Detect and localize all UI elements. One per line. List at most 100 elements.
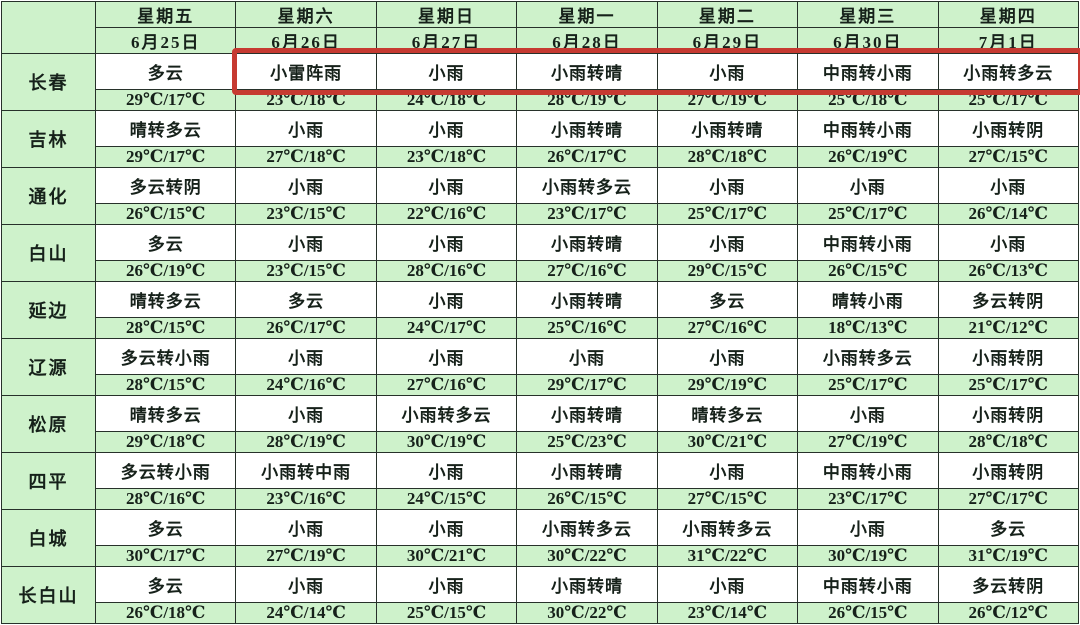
city-weather-row: 长春 多云 小雷阵雨 小雨 小雨转晴 小雨 中雨转小雨 小雨转多云 — [1, 53, 1080, 111]
weather-cell: 小雨 — [375, 110, 518, 147]
city-cell: 通化 — [1, 167, 96, 225]
date-header: 6月29日 — [656, 27, 799, 54]
temp-cell: 23℃/14℃ — [656, 602, 799, 624]
temp-cell: 26℃/17℃ — [516, 146, 658, 168]
weather-cell: 小雨 — [797, 167, 939, 204]
temp-cell: 26℃/19℃ — [94, 260, 237, 282]
city-weather-row: 四平 多云转小雨 小雨转中雨 小雨 小雨转晴 小雨 中雨转小雨 小雨转阴 — [1, 452, 1080, 510]
weather-cell: 小雨转晴 — [516, 224, 658, 261]
temp-cell: 26℃/13℃ — [937, 260, 1080, 282]
city-weather-row: 通化 多云转阴 小雨 小雨 小雨转多云 小雨 小雨 小雨 — [1, 167, 1080, 225]
temp-cell: 23℃/17℃ — [516, 203, 658, 225]
temp-cell: 24℃/14℃ — [235, 602, 377, 624]
city-weather-row: 松原 晴转多云 小雨 小雨转多云 小雨转晴 晴转多云 小雨 小雨转阴 — [1, 395, 1080, 453]
temp-cell: 30℃/22℃ — [516, 602, 658, 624]
temp-cell: 25℃/17℃ — [797, 374, 939, 396]
date-header: 6月26日 — [235, 27, 377, 54]
weather-cell: 小雨 — [235, 167, 377, 204]
weather-cell: 小雨转多云 — [656, 509, 799, 546]
weather-cell: 小雷阵雨 — [235, 53, 377, 90]
temp-cell: 31℃/22℃ — [656, 545, 799, 567]
temp-cell: 21℃/12℃ — [937, 317, 1080, 339]
temp-cell: 27℃/15℃ — [937, 146, 1080, 168]
temp-cell: 26℃/15℃ — [797, 602, 939, 624]
temp-cell: 30℃/21℃ — [375, 545, 518, 567]
date-header: 7月1日 — [937, 27, 1080, 54]
weather-cell: 小雨转晴 — [516, 452, 658, 489]
city-weather-row: 白城 多云 小雨 小雨 小雨转多云 小雨转多云 小雨 多云 — [1, 509, 1080, 567]
temp-cell: 28℃/18℃ — [937, 431, 1080, 453]
weather-cell: 小雨转多云 — [797, 338, 939, 375]
city-weather-row: 长白山 多云 小雨 小雨 小雨转晴 小雨 中雨转小雨 多云转阴 — [1, 566, 1080, 624]
weekday-header: 星期日 — [375, 1, 518, 28]
temp-cell: 25℃/17℃ — [797, 203, 939, 225]
weather-cell: 小雨转晴 — [516, 566, 658, 603]
temp-cell: 28℃/19℃ — [235, 431, 377, 453]
city-temp-row: 26℃/15℃ 23℃/15℃ 22℃/16℃ 23℃/17℃ 25℃/17℃ 25℃/1… — [2, 203, 1080, 225]
city-cell: 长春 — [1, 53, 96, 111]
temp-cell: 25℃/17℃ — [937, 374, 1080, 396]
weather-cell: 中雨转小雨 — [797, 110, 939, 147]
weather-cell: 小雨 — [797, 395, 939, 432]
weather-cell: 多云 — [937, 509, 1080, 546]
city-temp-row: 29℃/17℃ 23℃/18℃ 24℃/18℃ 28℃/19℃ 27℃/19℃ 25℃/1… — [2, 89, 1080, 111]
weather-cell: 多云 — [94, 509, 237, 546]
temp-cell: 23℃/15℃ — [235, 203, 377, 225]
weather-cell: 小雨转阴 — [937, 452, 1080, 489]
temp-cell: 27℃/15℃ — [656, 488, 799, 510]
temp-cell: 25℃/15℃ — [375, 602, 518, 624]
weather-cell: 多云转阴 — [94, 167, 237, 204]
weather-cell: 小雨 — [656, 566, 799, 603]
temp-cell: 25℃/18℃ — [797, 89, 939, 111]
weather-cell: 多云转小雨 — [94, 452, 237, 489]
weather-cell: 小雨 — [235, 338, 377, 375]
temp-cell: 30℃/17℃ — [94, 545, 237, 567]
temp-cell: 26℃/15℃ — [516, 488, 658, 510]
weather-cell: 小雨 — [375, 53, 518, 90]
city-weather-row: 吉林 晴转多云 小雨 小雨 小雨转晴 小雨转晴 中雨转小雨 小雨转阴 — [1, 110, 1080, 168]
weather-cell: 小雨 — [375, 224, 518, 261]
weather-cell: 小雨 — [375, 509, 518, 546]
temp-cell: 30℃/22℃ — [516, 545, 658, 567]
weather-cell: 多云转阴 — [937, 281, 1080, 318]
date-header: 6月25日 — [94, 27, 237, 54]
temp-cell: 25℃/17℃ — [937, 89, 1080, 111]
weekday-header: 星期二 — [656, 1, 799, 28]
city-cell: 白山 — [1, 224, 96, 282]
temp-cell: 27℃/19℃ — [797, 431, 939, 453]
weather-cell: 小雨转阴 — [937, 110, 1080, 147]
weather-cell: 多云 — [94, 566, 237, 603]
weather-cell: 小雨转晴 — [516, 395, 658, 432]
temp-cell: 27℃/19℃ — [235, 545, 377, 567]
weather-cell: 小雨 — [375, 566, 518, 603]
weather-cell: 小雨 — [235, 110, 377, 147]
weather-cell: 小雨转晴 — [516, 110, 658, 147]
temp-cell: 31℃/19℃ — [937, 545, 1080, 567]
weather-cell: 小雨转多云 — [937, 53, 1080, 90]
date-header: 6月28日 — [516, 27, 658, 54]
weather-cell: 多云 — [94, 53, 237, 90]
weather-cell: 小雨 — [937, 224, 1080, 261]
city-temp-row: 26℃/19℃ 23℃/15℃ 28℃/16℃ 27℃/16℃ 29℃/15℃ 26℃/1… — [2, 260, 1080, 282]
weather-cell: 多云转阴 — [937, 566, 1080, 603]
city-temp-row: 29℃/17℃ 27℃/18℃ 23℃/18℃ 26℃/17℃ 28℃/18℃ 26℃/1… — [2, 146, 1080, 168]
city-temp-row: 29℃/18℃ 28℃/19℃ 30℃/19℃ 25℃/23℃ 30℃/21℃ 27℃/1… — [2, 431, 1080, 453]
weather-cell: 小雨转阴 — [937, 395, 1080, 432]
city-cell: 延边 — [1, 281, 96, 339]
weather-cell: 小雨 — [375, 338, 518, 375]
weather-cell: 中雨转小雨 — [797, 566, 939, 603]
weather-cell: 晴转小雨 — [797, 281, 939, 318]
city-temp-row: 28℃/15℃ 26℃/17℃ 24℃/17℃ 25℃/16℃ 27℃/16℃ 18℃/1… — [2, 317, 1080, 339]
weather-cell: 晴转多云 — [94, 395, 237, 432]
weather-cell: 小雨转多云 — [516, 509, 658, 546]
temp-cell: 30℃/19℃ — [797, 545, 939, 567]
temp-cell: 25℃/17℃ — [656, 203, 799, 225]
weather-cell: 小雨转中雨 — [235, 452, 377, 489]
temp-cell: 27℃/16℃ — [516, 260, 658, 282]
temp-cell: 23℃/17℃ — [797, 488, 939, 510]
temp-cell: 28℃/15℃ — [94, 374, 237, 396]
weather-cell: 小雨 — [656, 338, 799, 375]
temp-cell: 22℃/16℃ — [375, 203, 518, 225]
